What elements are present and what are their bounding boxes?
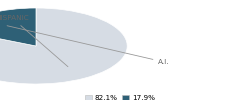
Wedge shape [0,8,127,84]
Wedge shape [0,8,36,46]
Text: HISPANIC: HISPANIC [0,15,68,67]
Legend: 82.1%, 17.9%: 82.1%, 17.9% [85,95,155,100]
Text: A.I.: A.I. [7,26,170,65]
